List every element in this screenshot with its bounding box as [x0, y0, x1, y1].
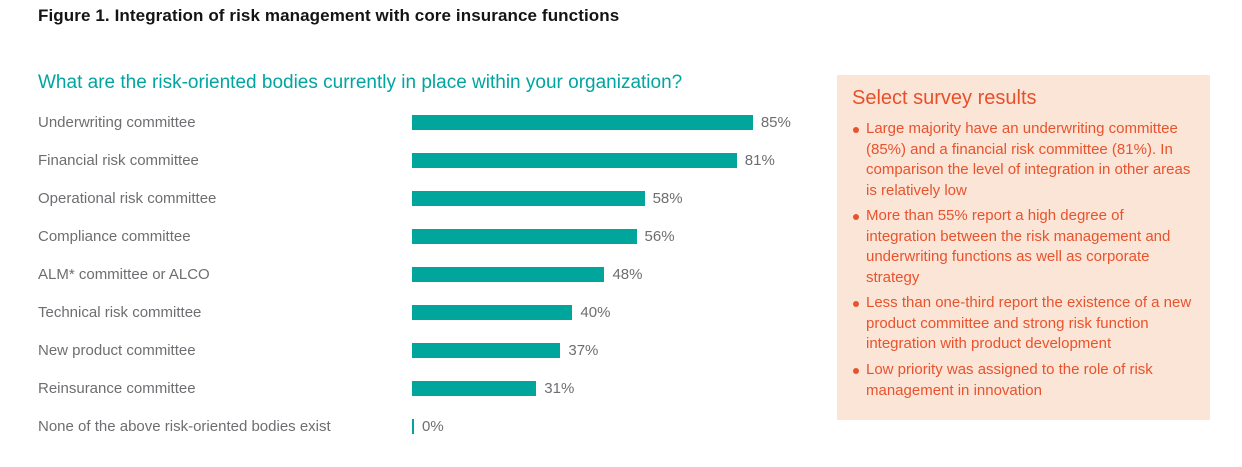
bar	[412, 380, 537, 396]
bar-value-label: 56%	[644, 227, 675, 245]
bullet-dot-icon	[853, 301, 859, 308]
panel-title: Select survey results	[852, 87, 1037, 109]
bar-value-label: 81%	[744, 151, 775, 169]
bullet-item: Low priority was assigned to the role of…	[852, 360, 1194, 401]
bar	[412, 266, 605, 282]
bar-track: 48%	[412, 255, 808, 293]
bullet-text: Less than one-third report the existence…	[866, 294, 1192, 353]
category-label: ALM* committee or ALCO	[38, 265, 210, 283]
bar-value-label: 37%	[568, 341, 599, 359]
bar-track: 37%	[412, 331, 808, 369]
bar-track: 56%	[412, 217, 808, 255]
bar-value-label: 58%	[652, 189, 683, 207]
category-label: Underwriting committee	[38, 113, 196, 131]
bar	[412, 304, 573, 320]
chart-row: None of the above risk-oriented bodies e…	[38, 407, 808, 445]
bar-track: 31%	[412, 369, 808, 407]
bar-value-label: 0%	[422, 417, 444, 435]
category-label: None of the above risk-oriented bodies e…	[38, 417, 331, 435]
category-label: Operational risk committee	[38, 189, 217, 207]
bullet-text: More than 55% report a high degree of in…	[866, 207, 1171, 286]
bar-track: 81%	[412, 141, 808, 179]
survey-results-panel: Select survey results Large majority hav…	[837, 75, 1210, 420]
bullet-dot-icon	[853, 368, 859, 375]
chart-question: What are the risk-oriented bodies curren…	[38, 72, 683, 93]
chart-row: Operational risk committee 58%	[38, 179, 808, 217]
bullet-text: Large majority have an underwriting comm…	[866, 120, 1191, 199]
bar	[412, 190, 645, 206]
category-label: New product committee	[38, 341, 196, 359]
bullet-dot-icon	[853, 214, 859, 221]
bar-track: 58%	[412, 179, 808, 217]
chart-rows: Underwriting committee 85% Financial ris…	[38, 103, 808, 445]
bar-track: 0%	[412, 407, 808, 445]
chart-row: Financial risk committee 81%	[38, 141, 808, 179]
bar	[412, 342, 561, 358]
chart-row: Compliance committee 56%	[38, 217, 808, 255]
bar-value-label: 31%	[544, 379, 575, 397]
bar	[412, 152, 737, 168]
bullet-dot-icon	[853, 127, 859, 133]
bar-track: 85%	[412, 103, 808, 141]
bullet-text: Low priority was assigned to the role of…	[866, 361, 1153, 399]
chart-row: Underwriting committee 85%	[38, 103, 808, 141]
bullet-item: Large majority have an underwriting comm…	[852, 119, 1194, 201]
bar-value-label: 48%	[612, 265, 643, 283]
bar-chart: What are the risk-oriented bodies curren…	[38, 72, 808, 445]
bar-value-label: 85%	[760, 113, 791, 131]
bar	[412, 418, 414, 434]
category-label: Reinsurance committee	[38, 379, 196, 397]
bar-track: 40%	[412, 293, 808, 331]
bar	[412, 228, 637, 244]
category-label: Technical risk committee	[38, 303, 202, 321]
category-label: Financial risk committee	[38, 151, 199, 169]
bar	[412, 114, 753, 130]
chart-row: New product committee 37%	[38, 331, 808, 369]
chart-row: Reinsurance committee 31%	[38, 369, 808, 407]
chart-row: Technical risk committee 40%	[38, 293, 808, 331]
category-label: Compliance committee	[38, 227, 191, 245]
bullet-item: More than 55% report a high degree of in…	[852, 206, 1194, 288]
figure-title: Figure 1. Integration of risk management…	[38, 6, 620, 25]
bullet-item: Less than one-third report the existence…	[852, 293, 1194, 355]
bar-value-label: 40%	[580, 303, 611, 321]
chart-row: ALM* committee or ALCO 48%	[38, 255, 808, 293]
